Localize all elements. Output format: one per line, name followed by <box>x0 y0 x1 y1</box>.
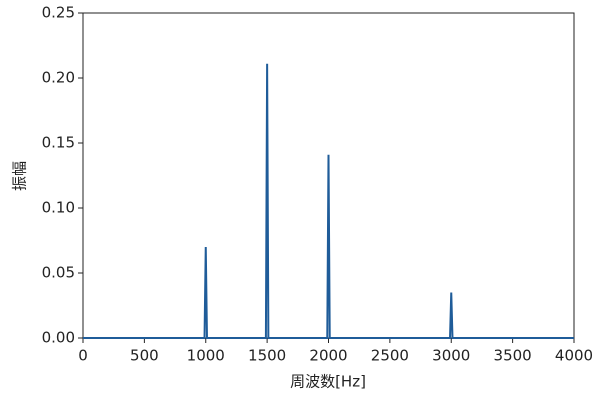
x-tick-label: 1500 <box>248 347 286 365</box>
x-tick-label: 500 <box>130 347 159 365</box>
x-tick-label: 0 <box>78 347 88 365</box>
y-axis-label: 振幅 <box>11 161 29 191</box>
y-tick-label: 0.20 <box>42 69 75 87</box>
y-tick-label: 0.10 <box>42 199 75 217</box>
y-tick-label: 0.05 <box>42 264 75 282</box>
x-tick-label: 2500 <box>371 347 409 365</box>
y-tick-label: 0.00 <box>42 329 75 347</box>
x-tick-label: 4000 <box>555 347 593 365</box>
x-tick-label: 3000 <box>432 347 470 365</box>
x-axis-label: 周波数[Hz] <box>290 373 366 391</box>
y-tick-label: 0.25 <box>42 4 75 22</box>
x-tick-label: 2000 <box>309 347 347 365</box>
x-tick-label: 1000 <box>187 347 225 365</box>
y-tick-label: 0.15 <box>42 134 75 152</box>
x-tick-label: 3500 <box>494 347 532 365</box>
line-series <box>83 63 574 339</box>
